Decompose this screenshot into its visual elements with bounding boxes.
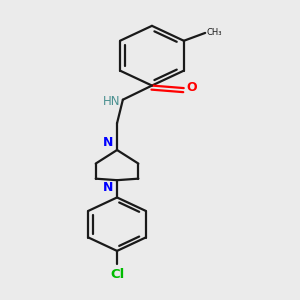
Text: HN: HN: [103, 95, 121, 108]
Text: CH₃: CH₃: [207, 28, 222, 38]
Text: N: N: [103, 136, 114, 149]
Text: Cl: Cl: [110, 268, 124, 281]
Text: O: O: [187, 81, 197, 94]
Text: N: N: [103, 182, 114, 194]
